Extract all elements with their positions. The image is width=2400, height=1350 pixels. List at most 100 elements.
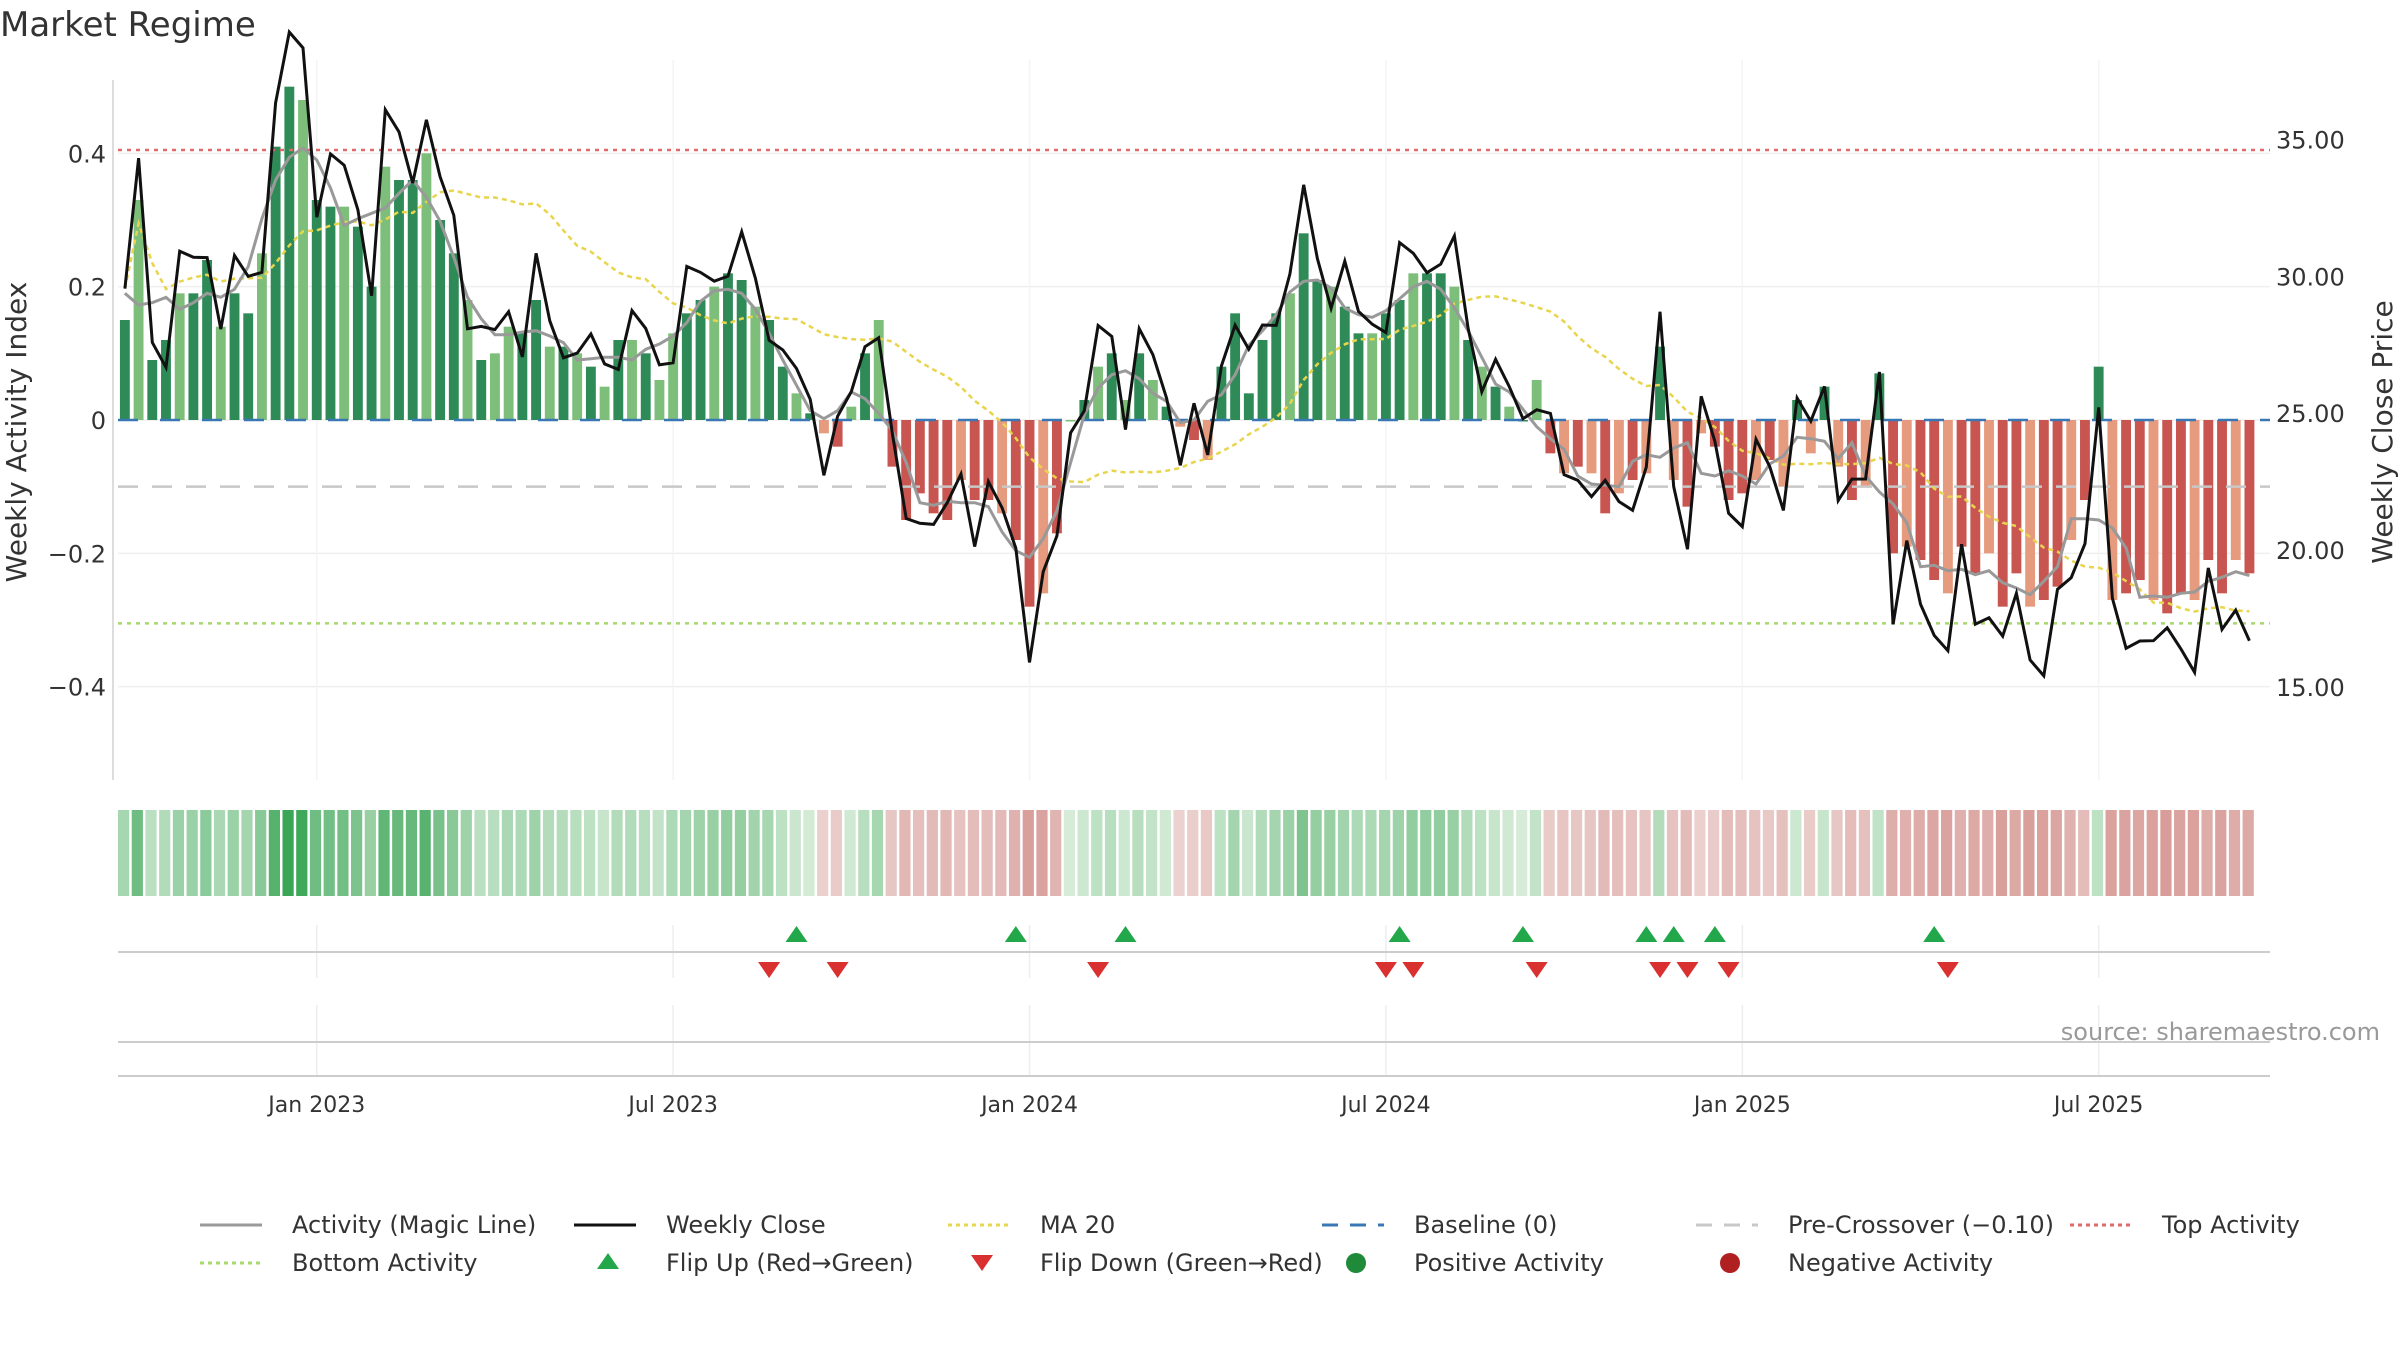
x-tick-label: Jan 2024 bbox=[979, 1093, 1078, 1118]
heat-cell bbox=[2187, 810, 2199, 896]
ma20-line bbox=[123, 189, 2250, 613]
heat-cell bbox=[652, 810, 664, 896]
heat-cell bbox=[186, 810, 198, 896]
activity-bar bbox=[709, 286, 720, 420]
activity-bar bbox=[1641, 420, 1652, 474]
heat-cell bbox=[1118, 810, 1130, 896]
heat-cell bbox=[488, 810, 500, 896]
heat-cell bbox=[159, 810, 171, 896]
heat-cell bbox=[1803, 810, 1816, 896]
heat-cell bbox=[2036, 810, 2049, 896]
heat-cell bbox=[1050, 810, 1062, 896]
heat-cell bbox=[1872, 810, 1884, 896]
activity-bar bbox=[1860, 420, 1871, 487]
heat-cell bbox=[501, 810, 514, 896]
heat-cell bbox=[899, 810, 911, 896]
activity-bar bbox=[1339, 306, 1350, 420]
legend-label: Top Activity bbox=[2161, 1211, 2300, 1239]
heat-cell bbox=[1762, 810, 1775, 896]
legend-label: Baseline (0) bbox=[1414, 1211, 1557, 1239]
y-tick-label: 0 bbox=[91, 407, 106, 435]
x-tick-label: Jan 2023 bbox=[266, 1093, 365, 1118]
activity-bar bbox=[1010, 420, 1021, 540]
heat-cell bbox=[1735, 810, 1747, 896]
dot-green-icon bbox=[1346, 1253, 1366, 1273]
flip-down-marker bbox=[1717, 962, 1740, 978]
heat-cell bbox=[625, 810, 637, 896]
activity-bar bbox=[2203, 420, 2214, 560]
heat-cell bbox=[1324, 810, 1336, 896]
heat-cell bbox=[145, 810, 157, 896]
activity-bar bbox=[544, 346, 555, 420]
heat-cell bbox=[2201, 810, 2213, 896]
weekly-close-line bbox=[123, 28, 2251, 680]
activity-bar bbox=[2080, 420, 2090, 500]
activity-bar bbox=[723, 273, 733, 420]
legend-label: Flip Down (Green→Red) bbox=[1040, 1249, 1323, 1277]
activity-bar bbox=[1189, 420, 1199, 440]
heat-cell bbox=[1036, 810, 1048, 896]
heat-cell bbox=[2050, 810, 2062, 896]
activity-bar bbox=[1394, 300, 1405, 420]
activity-bar bbox=[1751, 420, 1761, 480]
activity-bar bbox=[681, 313, 692, 420]
activity-bar bbox=[1737, 420, 1748, 494]
activity-bar bbox=[627, 340, 637, 420]
heat-cell bbox=[337, 810, 349, 896]
heat-cell bbox=[940, 810, 952, 896]
heat-cell bbox=[1337, 810, 1350, 896]
activity-bar bbox=[1504, 406, 1515, 420]
y-axis-label: Weekly Activity Index bbox=[0, 282, 33, 583]
activity-bar bbox=[1915, 420, 1926, 560]
activity-bar bbox=[133, 200, 144, 420]
heat-cell bbox=[1598, 810, 1610, 896]
heat-cell bbox=[775, 810, 788, 896]
flip-down-marker bbox=[1936, 962, 1959, 978]
heat-cell bbox=[1927, 810, 1939, 896]
activity-bar bbox=[325, 206, 336, 420]
heat-cell bbox=[570, 810, 582, 896]
heat-cell bbox=[1625, 810, 1637, 896]
activity-bar bbox=[1559, 420, 1570, 474]
activity-bar bbox=[1600, 420, 1611, 514]
heat-cell bbox=[419, 810, 431, 896]
activity-bar bbox=[1353, 333, 1364, 420]
activity-bar bbox=[311, 200, 322, 420]
activity-bar bbox=[2134, 420, 2145, 580]
flip-down-marker bbox=[1087, 962, 1110, 978]
heat-cell bbox=[268, 810, 280, 896]
heat-cell bbox=[2215, 810, 2227, 896]
activity-bar bbox=[750, 306, 761, 420]
activity-bar bbox=[421, 153, 432, 421]
activity-bar bbox=[1805, 420, 1816, 454]
x-tick-label: Jul 2023 bbox=[626, 1093, 718, 1118]
activity-bar bbox=[599, 386, 610, 420]
activity-bar bbox=[2121, 420, 2132, 594]
activity-bar bbox=[1764, 420, 1775, 460]
activity-bar bbox=[2217, 420, 2227, 594]
heat-cell bbox=[2242, 810, 2254, 896]
heat-cell bbox=[1173, 810, 1185, 896]
heat-cell bbox=[789, 810, 801, 896]
activity-bar bbox=[2244, 420, 2255, 574]
activity-bar bbox=[1230, 313, 1241, 420]
activity-bar bbox=[1106, 353, 1117, 420]
activity-bar bbox=[2107, 420, 2118, 600]
activity-bar bbox=[572, 353, 583, 420]
heat-cell bbox=[2105, 810, 2117, 896]
heat-cell bbox=[2228, 810, 2241, 896]
heat-cell bbox=[1543, 810, 1555, 896]
activity-bar bbox=[928, 420, 939, 514]
legend-item: Flip Down (Green→Red) bbox=[971, 1249, 1323, 1277]
activity-bar bbox=[668, 333, 679, 420]
legend-label: Pre-Crossover (−0.10) bbox=[1788, 1211, 2054, 1239]
activity-bar bbox=[2011, 420, 2022, 574]
heat-cell bbox=[1968, 810, 1980, 896]
activity-bar bbox=[2230, 420, 2241, 560]
activity-bar bbox=[339, 206, 350, 420]
heat-cell bbox=[2091, 810, 2104, 896]
heat-cell bbox=[1255, 810, 1267, 896]
heat-cell bbox=[734, 810, 747, 896]
heat-cell bbox=[1653, 810, 1665, 896]
activity-bar bbox=[1956, 420, 1967, 547]
